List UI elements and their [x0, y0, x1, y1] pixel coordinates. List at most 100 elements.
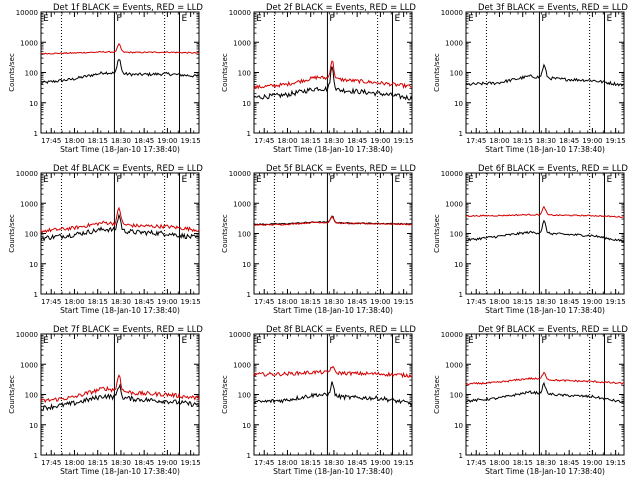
y-tick-label: 1 — [459, 452, 463, 460]
x-tick-label: 17:45 — [41, 459, 61, 467]
x-tick-label: 18:00 — [489, 137, 509, 145]
x-tick-label: 19:00 — [582, 459, 602, 467]
x-tick-label: 18:15 — [513, 459, 533, 467]
detector-panel: Det 1f BLACK = Events, RED = LLD 1 10 100 10… — [8, 3, 203, 154]
panel-title: Det 7f BLACK = Events, RED = LLD — [53, 325, 203, 335]
time-marker-label: E — [256, 336, 262, 346]
x-tick-label: 19:00 — [370, 459, 390, 467]
time-marker-label: E — [181, 14, 187, 24]
x-tick-label: 19:15 — [606, 298, 626, 306]
x-tick-label: 19:00 — [157, 459, 177, 467]
x-axis-label: Start Time (18-Jan-10 17:38:40) — [485, 306, 605, 315]
y-tick-label: 100 — [238, 231, 251, 239]
x-axis-label: Start Time (18-Jan-10 17:38:40) — [60, 306, 180, 315]
detector-panel: Det 4f BLACK = Events, RED = LLD 1 10 100 10… — [8, 164, 203, 315]
time-marker-label: E — [181, 336, 187, 346]
x-tick-label: 19:15 — [394, 137, 414, 145]
time-marker-label: E — [43, 175, 49, 185]
x-tick-label: 18:15 — [301, 298, 321, 306]
y-tick-label: 1 — [247, 291, 251, 299]
y-tick-label: 1 — [247, 452, 251, 460]
x-tick-label: 18:45 — [134, 298, 154, 306]
y-tick-label: 100 — [450, 231, 463, 239]
x-axis-label: Start Time (18-Jan-10 17:38:40) — [273, 467, 393, 476]
y-tick-label: 10 — [454, 261, 463, 269]
x-tick-label: 19:15 — [394, 298, 414, 306]
plot-frame — [465, 172, 625, 295]
y-tick-label: 10000 — [441, 170, 463, 178]
y-tick-label: 1 — [459, 291, 463, 299]
x-tick-label: 18:30 — [324, 298, 344, 306]
detector-panel: Det 5f BLACK = Events, RED = LLD 1 10 100 10… — [221, 164, 416, 315]
y-axis-label: Counts/sec — [221, 375, 229, 414]
y-tick-label: 10000 — [16, 170, 38, 178]
x-tick-label: 17:45 — [41, 137, 61, 145]
x-tick-label: 18:15 — [88, 137, 108, 145]
x-tick-label: 19:00 — [582, 298, 602, 306]
plot-frame — [40, 333, 200, 456]
y-tick-label: 1 — [34, 130, 38, 138]
panel-title: Det 4f BLACK = Events, RED = LLD — [53, 164, 203, 174]
panel-title: Det 3f BLACK = Events, RED = LLD — [478, 3, 628, 13]
y-axis-label: Counts/sec — [221, 214, 229, 253]
y-tick-label: 1000 — [20, 39, 38, 47]
x-tick-label: 17:45 — [466, 459, 486, 467]
x-axis-label: Start Time (18-Jan-10 17:38:40) — [60, 145, 180, 154]
lld-series-line — [40, 374, 200, 404]
x-tick-label: 19:00 — [582, 137, 602, 145]
x-tick-label: 19:15 — [606, 459, 626, 467]
x-tick-label: 19:00 — [370, 137, 390, 145]
plot-frame — [253, 172, 413, 295]
x-tick-label: 18:15 — [513, 137, 533, 145]
x-tick-label: 18:00 — [277, 459, 297, 467]
events-series-line — [40, 212, 200, 242]
y-tick-label: 1000 — [445, 200, 463, 208]
x-tick-label: 18:45 — [134, 137, 154, 145]
y-tick-label: 1000 — [233, 361, 251, 369]
y-axis-label: Counts/sec — [8, 214, 16, 253]
x-tick-label: 19:00 — [157, 137, 177, 145]
x-axis-label: Start Time (18-Jan-10 17:38:40) — [485, 145, 605, 154]
x-tick-label: 18:00 — [64, 459, 84, 467]
y-tick-label: 10000 — [229, 9, 251, 17]
y-tick-label: 100 — [450, 392, 463, 400]
events-series-line — [253, 381, 413, 407]
events-series-line — [40, 383, 200, 412]
x-tick-label: 18:15 — [301, 459, 321, 467]
time-marker-label: F — [116, 336, 121, 346]
events-series-line — [465, 381, 625, 403]
time-marker-label: E — [394, 336, 400, 346]
x-tick-label: 19:15 — [181, 298, 201, 306]
plot-frame — [40, 172, 200, 295]
x-tick-label: 18:15 — [513, 298, 533, 306]
x-axis-label: Start Time (18-Jan-10 17:38:40) — [485, 467, 605, 476]
x-tick-label: 17:45 — [41, 298, 61, 306]
y-axis-label: Counts/sec — [433, 375, 441, 414]
lld-series-line — [253, 215, 413, 226]
y-tick-label: 10 — [29, 422, 38, 430]
x-tick-label: 18:00 — [489, 459, 509, 467]
time-marker-label: E — [394, 175, 400, 185]
x-tick-label: 18:30 — [111, 137, 131, 145]
x-tick-label: 18:30 — [324, 137, 344, 145]
x-tick-label: 18:30 — [111, 459, 131, 467]
x-tick-label: 18:15 — [88, 459, 108, 467]
x-tick-label: 18:30 — [536, 459, 556, 467]
y-tick-label: 100 — [25, 392, 38, 400]
x-tick-label: 18:30 — [324, 459, 344, 467]
y-tick-label: 1000 — [20, 361, 38, 369]
y-tick-label: 100 — [25, 70, 38, 78]
time-marker-label: E — [256, 14, 262, 24]
plot-frame — [465, 11, 625, 134]
y-axis-label: Counts/sec — [221, 53, 229, 92]
plot-frame — [465, 333, 625, 456]
x-axis-label: Start Time (18-Jan-10 17:38:40) — [273, 306, 393, 315]
x-tick-label: 18:00 — [64, 298, 84, 306]
y-tick-label: 1000 — [233, 39, 251, 47]
time-marker-label: F — [541, 175, 546, 185]
y-tick-label: 1 — [459, 130, 463, 138]
x-tick-label: 18:45 — [559, 137, 579, 145]
panel-title: Det 5f BLACK = Events, RED = LLD — [266, 164, 416, 174]
y-tick-label: 10 — [242, 261, 251, 269]
